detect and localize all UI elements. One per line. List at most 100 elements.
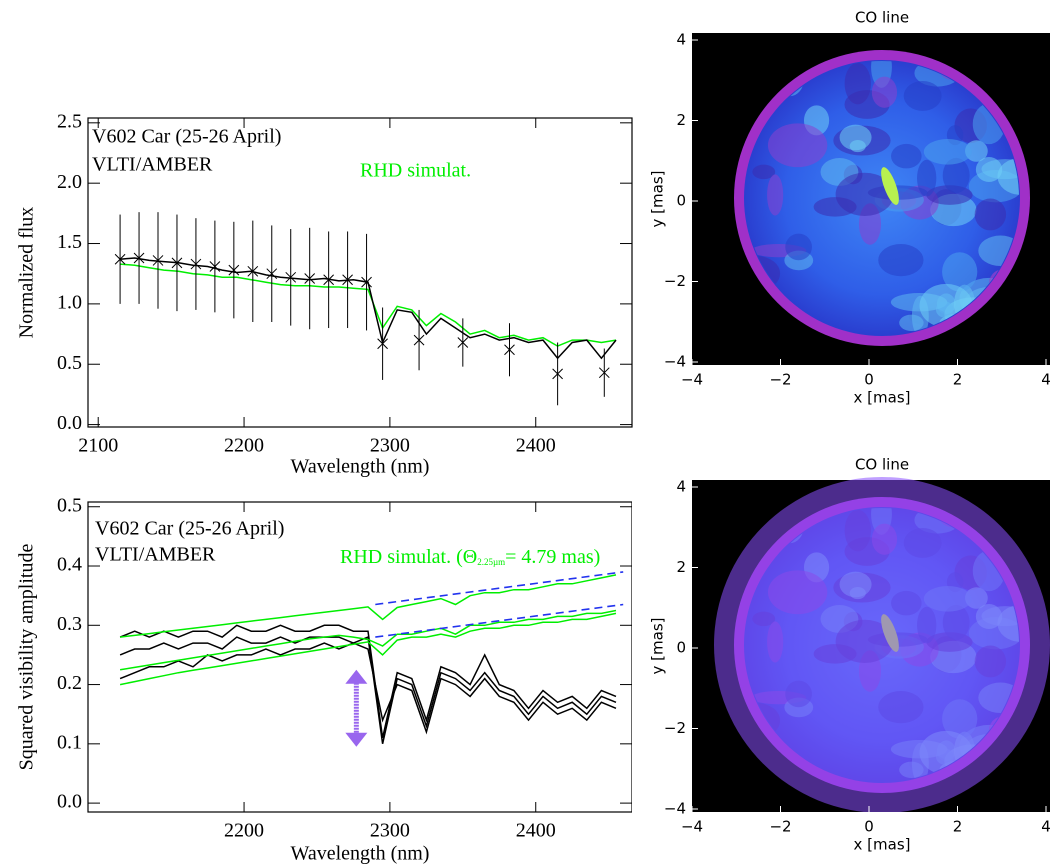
annotation: RHD simulat. <box>360 160 471 182</box>
surface-cell <box>767 123 828 168</box>
surface-cell <box>767 174 784 216</box>
point-marker <box>304 273 316 284</box>
y-tick-label: −4 <box>664 353 686 371</box>
surface-cell <box>899 314 924 331</box>
envelope-clip <box>682 812 1050 842</box>
point-marker <box>598 367 610 379</box>
surface-cell <box>975 157 1003 183</box>
x-tick-label: 2400 <box>516 435 556 457</box>
point-marker <box>190 258 202 270</box>
series-line <box>119 636 617 744</box>
y-tick-label: 0.0 <box>57 791 82 813</box>
y-tick-label: 0.1 <box>57 731 82 753</box>
series-line <box>119 609 617 671</box>
x-tick-label: −2 <box>769 818 791 836</box>
x-axis-label: Wavelength (nm) <box>291 843 430 865</box>
series-line <box>375 603 624 638</box>
point-marker <box>247 265 259 277</box>
panel-title: CO line <box>855 456 909 474</box>
annotation: VLTI/AMBER <box>92 154 213 176</box>
surface-cell <box>849 139 866 153</box>
y-tick-label: 0.2 <box>57 672 82 694</box>
arrow-head <box>345 732 368 747</box>
y-tick-label: 4 <box>676 478 686 496</box>
point-marker <box>377 338 388 350</box>
series-line <box>119 612 617 686</box>
y-tick-label: 0.5 <box>57 494 82 516</box>
y-tick-label: −2 <box>664 719 686 737</box>
y-tick-label: −4 <box>664 800 686 818</box>
point-marker <box>209 261 221 272</box>
surface-cell <box>942 252 978 292</box>
surface-cell <box>917 159 937 197</box>
surface-cell <box>942 157 970 194</box>
panel: CO line −4 −2 0 2 4 −4 −2 0 2 4 x [mas] y [mas] <box>649 9 1050 407</box>
surface-cell <box>903 80 942 111</box>
point-marker <box>266 268 278 280</box>
x-axis-label: x [mas] <box>854 389 911 407</box>
x-tick-label: 0 <box>864 818 874 836</box>
x-axis-label: Wavelength (nm) <box>291 456 430 478</box>
point-marker <box>552 368 563 380</box>
y-tick-label: 2.0 <box>57 171 82 193</box>
x-tick-label: 2200 <box>224 820 264 842</box>
y-tick-label: −2 <box>664 272 686 290</box>
panel: 2200 2300 2400 0.0 0.1 0.2 0.3 0.4 0.5 Wavelength… <box>16 494 633 865</box>
series-line <box>120 257 617 360</box>
y-tick-label: 1.0 <box>57 291 82 313</box>
y-tick-label: 1.5 <box>57 231 82 253</box>
point-marker <box>133 252 145 264</box>
x-tick-label: 4 <box>1041 371 1050 389</box>
y-tick-label: 0.4 <box>57 554 82 576</box>
x-tick-label: −2 <box>769 371 791 389</box>
y-tick-label: 4 <box>676 31 686 49</box>
point-marker <box>323 274 334 286</box>
point-marker <box>114 253 126 265</box>
surface-cell <box>835 172 894 216</box>
surface-cell <box>785 233 812 261</box>
y-tick-label: 0 <box>676 639 686 657</box>
annotation-part: RHD simulat. (Θ <box>340 546 477 568</box>
point-marker <box>342 274 353 286</box>
annotation: RHD simulat. (Θ2.25µm= 4.79 mas) <box>340 546 600 568</box>
panel-title: CO line <box>855 9 909 27</box>
point-marker <box>285 271 297 283</box>
x-tick-label: 4 <box>1041 818 1050 836</box>
series-line <box>119 624 617 739</box>
x-tick-label: 2300 <box>370 435 410 457</box>
annotation: V602 Car (25-26 April) <box>92 126 281 148</box>
x-axis-label: x [mas] <box>854 836 911 854</box>
point-marker <box>504 344 515 356</box>
point-marker <box>413 334 425 346</box>
x-tick-label: 2100 <box>78 435 118 457</box>
y-axis-label: y [mas] <box>649 618 667 675</box>
x-tick-label: 2 <box>953 371 963 389</box>
annotation-part: = 4.79 mas) <box>505 546 600 568</box>
series-line <box>119 642 617 735</box>
envelope-clip <box>632 470 692 822</box>
series-line <box>120 263 617 347</box>
y-tick-label: 2 <box>676 111 686 129</box>
x-tick-label: −4 <box>681 371 703 389</box>
panel: 2100 2200 2300 2400 0.0 0.5 1.0 1.5 2.0 2.5 Wavele… <box>16 110 633 478</box>
point-marker <box>228 264 240 276</box>
arrow-head <box>345 669 368 684</box>
y-axis-label: Normalized flux <box>16 207 38 339</box>
surface-cell <box>965 140 988 162</box>
y-tick-label: 0.0 <box>57 412 82 434</box>
point-marker <box>457 337 469 348</box>
x-tick-label: −4 <box>681 818 703 836</box>
surface-cell <box>878 243 924 277</box>
y-axis-label: Squared visibility amplitude <box>16 544 38 771</box>
surface-cell <box>871 76 898 108</box>
annotation-part: 2.25µm <box>477 557 505 567</box>
panel: CO line −4 −2 0 2 4 −4 −2 0 2 4 x [mas] y [mas] <box>632 456 1050 854</box>
series-line <box>375 571 624 606</box>
surface-cell <box>923 139 972 165</box>
annotation: VLTI/AMBER <box>95 544 216 566</box>
surface-cell <box>997 157 1019 195</box>
x-tick-label: 2 <box>953 818 963 836</box>
point-marker <box>152 255 164 266</box>
